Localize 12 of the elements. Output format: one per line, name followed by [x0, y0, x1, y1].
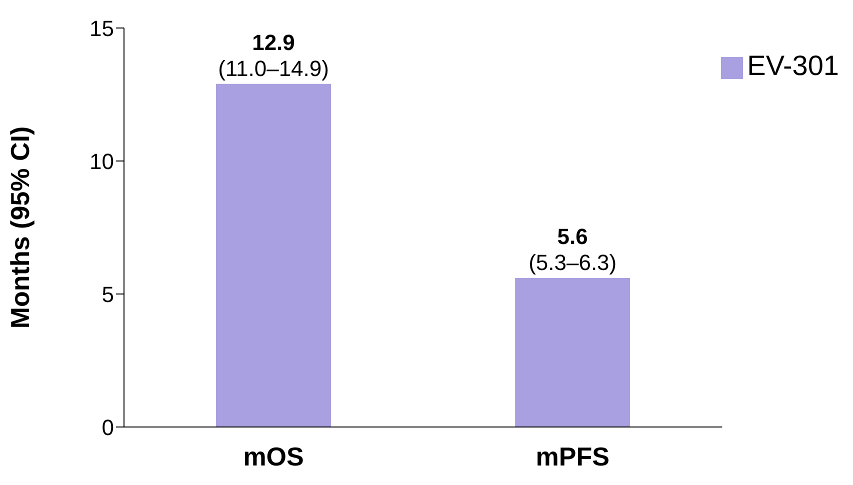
y-axis-title: Months (95% CI)	[5, 126, 36, 329]
y-tick-label: 10	[90, 148, 114, 174]
annotation: (11.0–14.9)	[218, 56, 329, 81]
y-tick-label: 15	[90, 16, 114, 41]
data-label: 12.9	[252, 30, 295, 55]
x-tick-label: mOS	[243, 441, 304, 472]
x-tick-label: mPFS	[536, 441, 610, 472]
y-tick-label: 5	[102, 282, 114, 307]
legend-label: EV-301	[747, 50, 839, 81]
y-tick-label: 0	[102, 414, 114, 440]
annotation: (5.3–6.3)	[528, 250, 617, 276]
data-label: 5.6	[557, 224, 588, 250]
